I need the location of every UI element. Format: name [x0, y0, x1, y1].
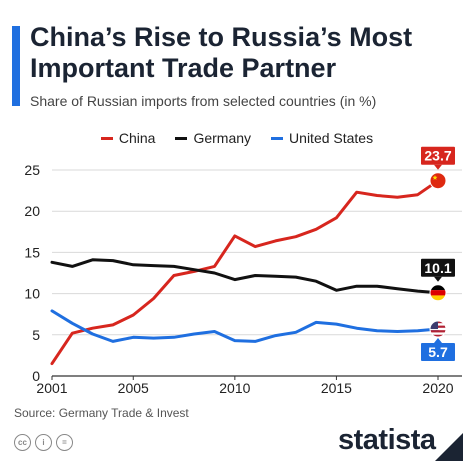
end-label-china: 23.7 — [424, 148, 451, 164]
legend-item-china: China — [100, 130, 156, 146]
legend-swatch-germany — [175, 136, 188, 140]
end-label-pointer-germany — [434, 276, 442, 282]
series-line-united-states — [50, 309, 440, 343]
legend-label-china: China — [118, 130, 156, 146]
legend-item-united-states: United States — [271, 130, 373, 146]
legend: China Germany United States — [0, 130, 474, 146]
x-tick-label-2001: 2001 — [36, 380, 67, 396]
end-label-box-germany — [421, 258, 455, 277]
x-tick-label-2015: 2015 — [321, 380, 352, 396]
y-tick-label-25: 25 — [24, 162, 40, 178]
x-tick-label-2010: 2010 — [219, 380, 250, 396]
end-label-united-states: 5.7 — [428, 344, 448, 360]
creative-commons-icon[interactable]: cc — [14, 434, 31, 451]
legend-item-germany: Germany — [175, 130, 251, 146]
end-label-germany: 10.1 — [424, 260, 451, 276]
statista-logo[interactable]: statista — [338, 424, 436, 456]
y-tick-label-5: 5 — [32, 327, 40, 343]
end-label-pointer-united-states — [434, 338, 442, 344]
y-tick-label-0: 0 — [32, 368, 40, 384]
legend-swatch-china — [100, 136, 113, 140]
y-tick-label-10: 10 — [24, 286, 40, 302]
usa-flag-icon — [429, 320, 447, 338]
end-label-pointer-china — [434, 164, 442, 170]
no-derivatives-icon[interactable]: = — [56, 434, 73, 451]
legend-label-united-states: United States — [289, 130, 374, 146]
source-note: Source: Germany Trade & Invest — [14, 406, 189, 420]
license-icons: cc i = — [14, 434, 73, 451]
end-label-box-united-states — [421, 343, 455, 362]
end-label-box-china — [421, 146, 455, 165]
legend-swatch-united-states — [271, 136, 284, 140]
chart-title: China’s Rise to Russia’s Most Important … — [30, 22, 413, 83]
series-line-china — [50, 179, 440, 366]
germany-flag-icon — [429, 284, 447, 302]
attribution-icon[interactable]: i — [35, 434, 52, 451]
chart-subtitle: Share of Russian imports from selected c… — [30, 93, 377, 109]
title-accent-bar — [12, 26, 20, 106]
y-tick-label-15: 15 — [24, 244, 40, 260]
x-tick-label-2005: 2005 — [118, 380, 149, 396]
china-flag-icon — [429, 172, 447, 190]
y-tick-label-20: 20 — [24, 203, 40, 219]
legend-label-germany: Germany — [193, 130, 252, 146]
x-tick-label-2020: 2020 — [422, 380, 453, 396]
statista-logo-mark — [435, 433, 463, 461]
series-line-germany — [50, 258, 440, 295]
